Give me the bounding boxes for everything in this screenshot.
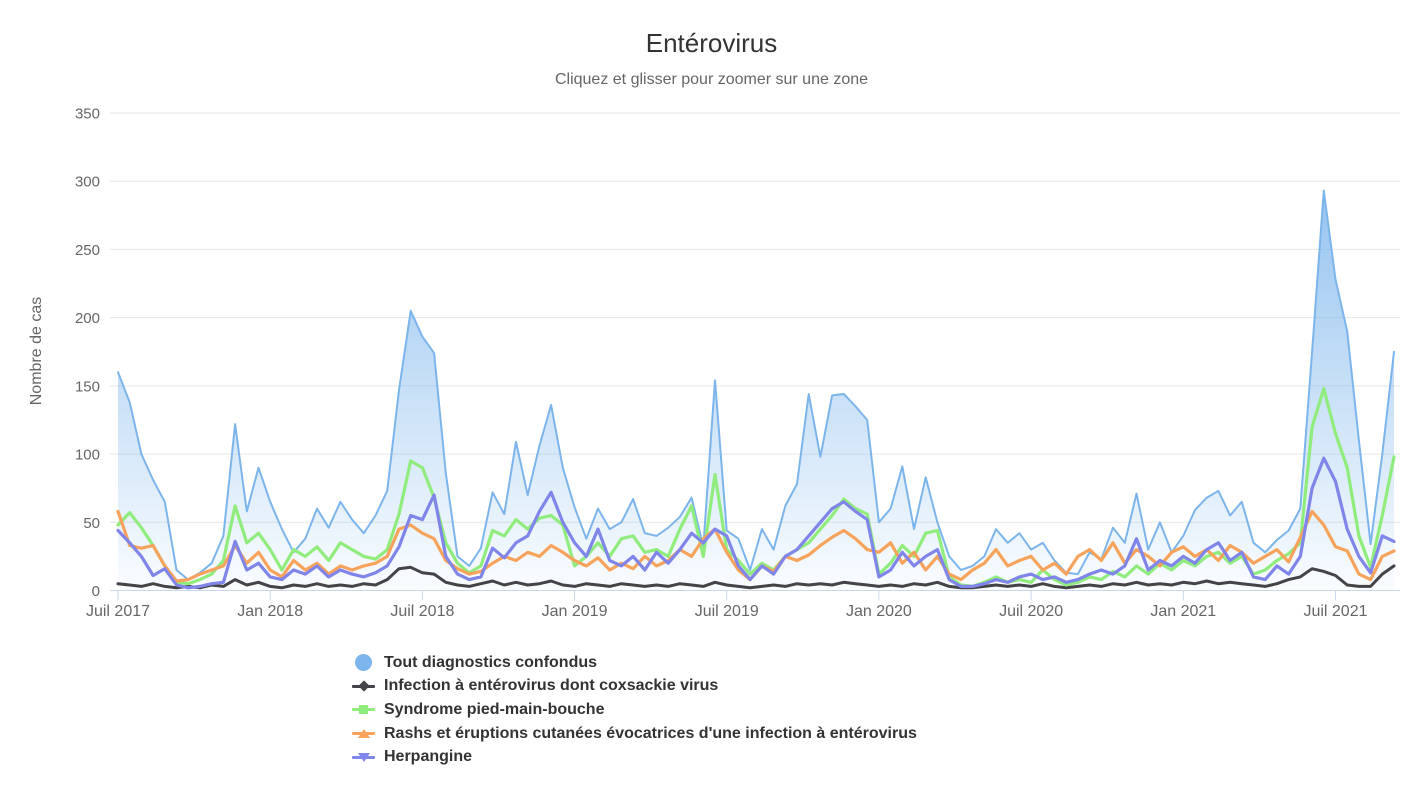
x-axis-label: Jan 2020 — [846, 603, 912, 620]
area-series-tout-diagnostics-confondus[interactable] — [118, 190, 1394, 591]
triangle-up-marker-icon — [352, 725, 375, 742]
line-series-tout-diagnostics-confondus[interactable] — [117, 189, 1395, 581]
legend: Tout diagnostics confondus Infection à e… — [352, 651, 917, 769]
legend-item-syndrome-pied-main-bouche[interactable]: Syndrome pied-main-bouche — [352, 698, 917, 722]
legend-label: Rashs et éruptions cutanées évocatrices … — [384, 724, 917, 742]
legend-label: Infection à entérovirus dont coxsackie v… — [384, 677, 719, 695]
x-axis-label: Jan 2021 — [1150, 603, 1216, 620]
square-marker-icon — [352, 701, 375, 718]
chart-subtitle: Cliquez et glisser pour zoomer sur une z… — [554, 71, 869, 88]
y-axis-label: 350 — [75, 106, 100, 123]
y-axis-label: 200 — [75, 310, 100, 327]
plot-background[interactable] — [110, 105, 1400, 591]
legend-item-herpangine[interactable]: Herpangine — [352, 745, 917, 769]
y-axis-label: 300 — [75, 174, 100, 191]
legend-label: Tout diagnostics confondus — [384, 653, 598, 671]
x-axis-label: Juil 2020 — [999, 603, 1063, 620]
x-axis-label: Juil 2017 — [86, 603, 150, 620]
line-series-infection-ent-rovirus-dont-coxsackie-vir[interactable] — [116, 564, 1396, 590]
legend-label: Syndrome pied-main-bouche — [384, 700, 605, 718]
x-axis-label: Jan 2018 — [237, 603, 303, 620]
circle-marker-icon — [352, 654, 375, 672]
x-axis-label: Juil 2021 — [1303, 603, 1367, 620]
plot-area[interactable]: 0 50 100 150 200 250 300 350 Juil 2017 Jan 2018 Ju… — [0, 0, 1423, 640]
line-series-herpangine[interactable] — [116, 456, 1396, 590]
legend-item-infection-enterovirus-coxsackie[interactable]: Infection à entérovirus dont coxsackie v… — [352, 675, 917, 699]
y-axis-label: 100 — [75, 447, 100, 464]
y-axis-label: 150 — [75, 378, 100, 395]
triangle-down-marker-icon — [352, 749, 375, 766]
y-axis-label: 50 — [83, 515, 100, 532]
legend-item-rashs-eruptions[interactable]: Rashs et éruptions cutanées évocatrices … — [352, 722, 917, 746]
line-series-syndrome-pied-main-bouche[interactable] — [116, 387, 1396, 589]
y-axis-label: 0 — [92, 583, 100, 600]
x-axis-label: Juil 2019 — [695, 603, 759, 620]
y-axis-label: 250 — [75, 242, 100, 259]
legend-label: Herpangine — [384, 748, 473, 766]
x-axis-label: Juil 2018 — [390, 603, 454, 620]
diamond-marker-icon — [352, 678, 375, 695]
legend-item-tout-diagnostics[interactable]: Tout diagnostics confondus — [352, 651, 917, 675]
x-axis-label: Jan 2019 — [542, 603, 608, 620]
chart-title: Entérovirus — [645, 28, 778, 58]
